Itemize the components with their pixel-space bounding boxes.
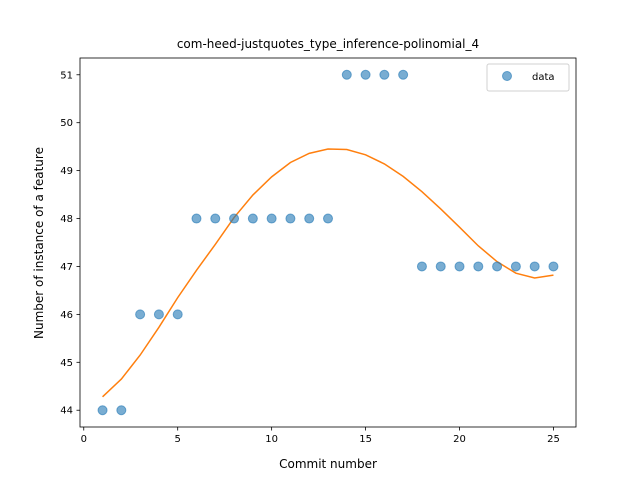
y-tick-label-45: 45 bbox=[60, 358, 73, 369]
data-point-16 bbox=[379, 69, 390, 80]
x-axis-label: Commit number bbox=[279, 457, 377, 471]
data-point-12 bbox=[304, 213, 315, 224]
data-point-4 bbox=[153, 309, 164, 320]
data-point-10 bbox=[266, 213, 277, 224]
chart-title: com-heed-justquotes_type_inference-polin… bbox=[177, 37, 479, 51]
x-tick-label-5: 5 bbox=[175, 434, 181, 445]
data-point-20 bbox=[454, 261, 465, 272]
y-tick-label-47: 47 bbox=[60, 262, 73, 273]
y-tick-label-44: 44 bbox=[60, 406, 73, 417]
data-point-9 bbox=[247, 213, 258, 224]
y-axis-label: Number of instance of a feature bbox=[32, 147, 46, 339]
data-point-3 bbox=[135, 309, 146, 320]
x-tick-label-0: 0 bbox=[81, 434, 87, 445]
y-tick-label-46: 46 bbox=[60, 310, 73, 321]
legend: data bbox=[486, 63, 570, 92]
data-point-15 bbox=[360, 69, 371, 80]
data-point-22 bbox=[492, 261, 503, 272]
x-tick-label-10: 10 bbox=[265, 434, 278, 445]
data-point-23 bbox=[510, 261, 521, 272]
legend-marker-data bbox=[502, 71, 512, 81]
axes: 0 5 10 15 20 25 44 45 46 47 48 49 50 51 bbox=[60, 57, 577, 445]
data-point-14 bbox=[341, 69, 352, 80]
data-point-17 bbox=[398, 69, 409, 80]
data-point-18 bbox=[416, 261, 427, 272]
fit-line bbox=[102, 148, 554, 398]
y-tick-label-50: 50 bbox=[60, 118, 73, 129]
plot-frame bbox=[79, 57, 577, 428]
data-point-13 bbox=[323, 213, 333, 224]
plot-area bbox=[97, 69, 559, 416]
x-tick-label-15: 15 bbox=[359, 434, 372, 445]
data-point-8 bbox=[229, 213, 240, 224]
data-point-24 bbox=[529, 261, 540, 272]
data-point-5 bbox=[172, 309, 183, 320]
data-point-19 bbox=[435, 261, 446, 272]
data-point-25 bbox=[548, 261, 559, 272]
y-tick-label-51: 51 bbox=[60, 70, 73, 81]
x-tick-label-25: 25 bbox=[547, 434, 560, 445]
legend-box bbox=[486, 63, 570, 92]
data-point-11 bbox=[285, 213, 296, 224]
data-point-21 bbox=[473, 261, 484, 272]
data-point-2 bbox=[116, 405, 127, 416]
legend-label-data: data bbox=[532, 72, 555, 83]
data-point-1 bbox=[97, 405, 108, 416]
data-point-7 bbox=[210, 213, 221, 224]
x-tick-label-20: 20 bbox=[453, 434, 466, 445]
data-point-6 bbox=[191, 213, 202, 224]
y-tick-label-48: 48 bbox=[60, 214, 73, 225]
y-tick-label-49: 49 bbox=[60, 166, 73, 177]
